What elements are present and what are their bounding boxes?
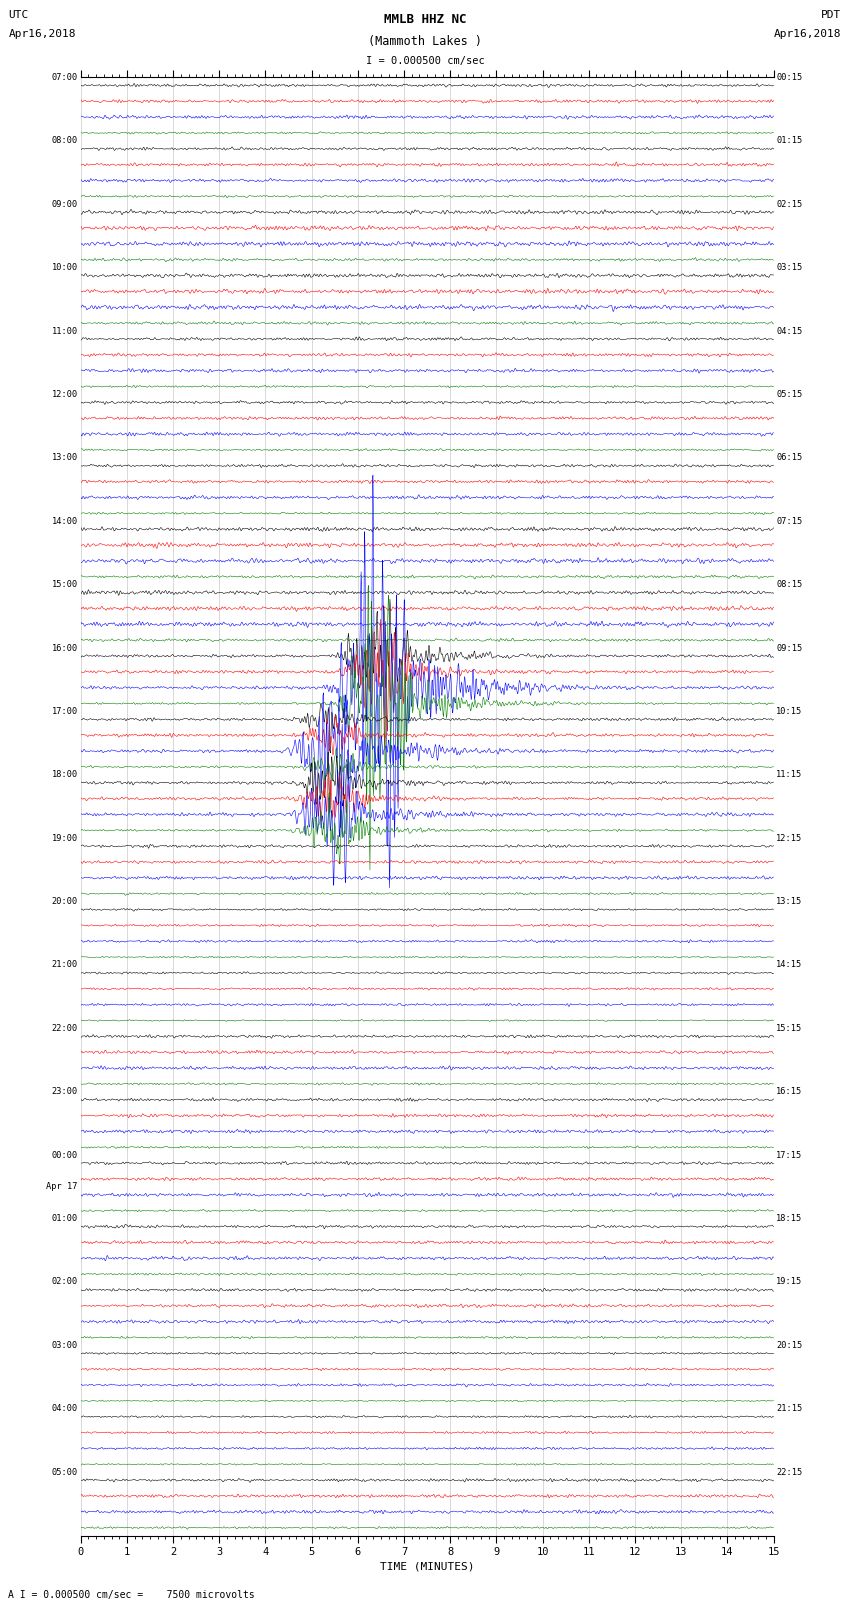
Text: 08:00: 08:00	[52, 137, 78, 145]
Text: 16:00: 16:00	[52, 644, 78, 653]
Text: 09:00: 09:00	[52, 200, 78, 208]
Text: 13:00: 13:00	[52, 453, 78, 463]
Text: 10:15: 10:15	[776, 706, 802, 716]
Text: 12:00: 12:00	[52, 390, 78, 398]
Text: 01:00: 01:00	[52, 1215, 78, 1223]
Text: 19:00: 19:00	[52, 834, 78, 842]
Text: I = 0.000500 cm/sec: I = 0.000500 cm/sec	[366, 56, 484, 66]
Text: 05:15: 05:15	[776, 390, 802, 398]
Text: 12:15: 12:15	[776, 834, 802, 842]
Text: 16:15: 16:15	[776, 1087, 802, 1097]
Text: 18:15: 18:15	[776, 1215, 802, 1223]
Text: 20:00: 20:00	[52, 897, 78, 907]
Text: 14:00: 14:00	[52, 516, 78, 526]
Text: 00:15: 00:15	[776, 73, 802, 82]
Text: 22:15: 22:15	[776, 1468, 802, 1476]
Text: 04:00: 04:00	[52, 1405, 78, 1413]
Text: Apr16,2018: Apr16,2018	[774, 29, 842, 39]
Text: 04:15: 04:15	[776, 326, 802, 336]
Text: 17:00: 17:00	[52, 706, 78, 716]
Text: MMLB HHZ NC: MMLB HHZ NC	[383, 13, 467, 26]
Text: 07:00: 07:00	[52, 73, 78, 82]
Text: Apr16,2018: Apr16,2018	[8, 29, 76, 39]
Text: (Mammoth Lakes ): (Mammoth Lakes )	[368, 35, 482, 48]
Text: Apr 17: Apr 17	[47, 1182, 78, 1192]
Text: PDT: PDT	[821, 10, 842, 19]
Text: 03:15: 03:15	[776, 263, 802, 273]
Text: 14:15: 14:15	[776, 960, 802, 969]
Text: 07:15: 07:15	[776, 516, 802, 526]
Text: 02:15: 02:15	[776, 200, 802, 208]
Text: 22:00: 22:00	[52, 1024, 78, 1032]
Text: 11:00: 11:00	[52, 326, 78, 336]
Text: 15:15: 15:15	[776, 1024, 802, 1032]
Text: 13:15: 13:15	[776, 897, 802, 907]
Text: 09:15: 09:15	[776, 644, 802, 653]
Text: 06:15: 06:15	[776, 453, 802, 463]
Text: 21:00: 21:00	[52, 960, 78, 969]
Text: 23:00: 23:00	[52, 1087, 78, 1097]
Text: 10:00: 10:00	[52, 263, 78, 273]
Text: 08:15: 08:15	[776, 581, 802, 589]
Text: 15:00: 15:00	[52, 581, 78, 589]
Text: 05:00: 05:00	[52, 1468, 78, 1476]
Text: 19:15: 19:15	[776, 1277, 802, 1287]
Text: UTC: UTC	[8, 10, 29, 19]
Text: A I = 0.000500 cm/sec =    7500 microvolts: A I = 0.000500 cm/sec = 7500 microvolts	[8, 1590, 255, 1600]
Text: 21:15: 21:15	[776, 1405, 802, 1413]
Text: 03:00: 03:00	[52, 1340, 78, 1350]
Text: 02:00: 02:00	[52, 1277, 78, 1287]
Text: 01:15: 01:15	[776, 137, 802, 145]
Text: 00:00: 00:00	[52, 1150, 78, 1160]
Text: 20:15: 20:15	[776, 1340, 802, 1350]
X-axis label: TIME (MINUTES): TIME (MINUTES)	[380, 1561, 474, 1571]
Text: 18:00: 18:00	[52, 771, 78, 779]
Text: 17:15: 17:15	[776, 1150, 802, 1160]
Text: 11:15: 11:15	[776, 771, 802, 779]
